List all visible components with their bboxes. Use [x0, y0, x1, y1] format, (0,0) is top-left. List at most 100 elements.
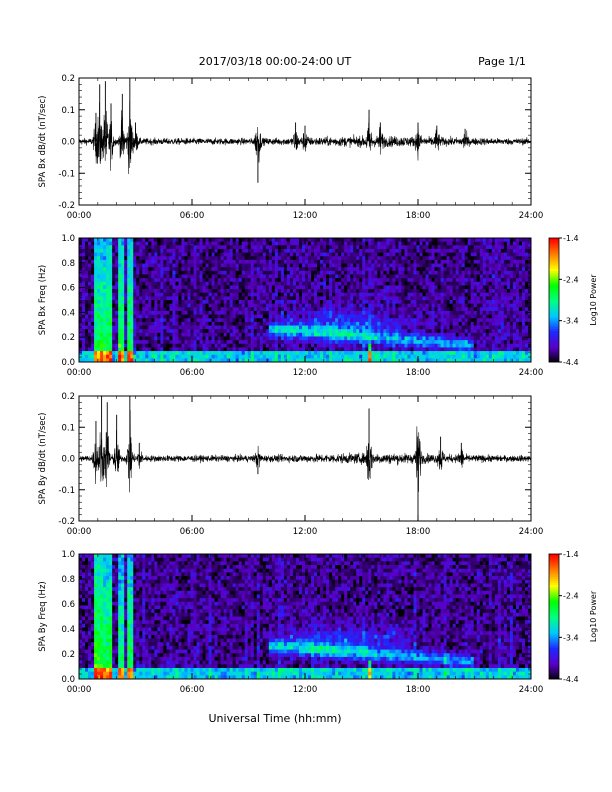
spectrogram-cell	[106, 336, 110, 341]
spectrogram-cell	[196, 351, 200, 356]
spectrogram-cell	[308, 267, 312, 272]
spectrogram-cell	[467, 300, 472, 305]
spectrogram-cell	[323, 292, 327, 297]
spectrogram-cell	[142, 289, 146, 294]
spectrogram-cell	[175, 245, 179, 250]
spectrogram-cell	[100, 263, 104, 268]
spectrogram-cell	[443, 314, 448, 319]
spectrogram-cell	[145, 343, 149, 348]
spectrogram-cell	[250, 270, 255, 275]
spectrogram-cell	[326, 358, 330, 363]
spectrogram-cell	[422, 340, 426, 345]
spectrogram-cell	[220, 274, 225, 279]
spectrogram-cell	[332, 332, 336, 337]
spectrogram-cell	[443, 263, 448, 268]
spectrogram-cell	[181, 259, 185, 264]
spectrogram-cell	[368, 310, 372, 315]
spectrogram-cell	[488, 259, 493, 264]
spectrogram-cell	[413, 358, 417, 363]
spectrogram-cell	[160, 340, 164, 345]
spectrogram-cell	[422, 245, 426, 250]
spectrogram-cell	[476, 307, 481, 312]
spectrogram-cell	[112, 332, 116, 337]
spectrogram-cell	[305, 248, 309, 253]
spectrogram-cell	[392, 325, 396, 330]
spectrogram-cell	[305, 318, 309, 323]
spectrogram-cell	[443, 285, 448, 290]
spectrogram-cell	[374, 252, 378, 257]
spectrogram-cell	[247, 256, 252, 261]
spectrogram-cell	[235, 340, 240, 345]
spectrogram-cell	[148, 238, 152, 243]
spectrogram-cell	[217, 292, 222, 297]
spectrogram-cell	[280, 310, 285, 315]
spectrogram-cell	[434, 340, 438, 345]
spectrogram-cell	[250, 318, 255, 323]
spectrogram-cell	[461, 307, 466, 312]
spectrogram-cell	[323, 340, 327, 345]
spectrogram-cell	[103, 292, 107, 297]
spectrogram-cell	[247, 340, 252, 345]
spectrogram-cell	[386, 358, 390, 363]
spectrogram-cell	[410, 259, 414, 264]
spectrogram-cell	[464, 336, 469, 341]
spectrogram-cell	[265, 274, 270, 279]
spectrogram-cell	[85, 248, 89, 253]
spectrogram-cell	[365, 325, 369, 330]
spectrogram-cell	[431, 241, 435, 246]
spectrogram-cell	[250, 354, 255, 359]
spectrogram-cell	[314, 292, 318, 297]
spectrogram-cell	[193, 238, 197, 243]
spectrogram-cell	[244, 292, 249, 297]
spectrogram-cell	[389, 289, 393, 294]
spectrogram-cell	[205, 307, 209, 312]
spectrogram-cell	[434, 296, 438, 301]
spectrogram-cell	[389, 241, 393, 246]
spectrogram-cell	[338, 259, 342, 264]
spectrogram-cell	[244, 343, 249, 348]
spectrogram-cell	[112, 289, 116, 294]
spectrogram-cell	[359, 310, 363, 315]
spectrogram-cell	[362, 303, 366, 308]
spectrogram-cell	[163, 336, 167, 341]
spectrogram-cell	[455, 314, 460, 319]
spectrogram-cell	[398, 321, 402, 326]
spectrogram-cell	[395, 252, 399, 257]
spectrogram-cell	[91, 358, 95, 363]
spectrogram-cell	[250, 336, 255, 341]
spectrogram-cell	[136, 248, 140, 253]
spectrogram-cell	[497, 267, 502, 272]
spectrogram-cell	[250, 245, 255, 250]
spectrogram-cell	[338, 325, 342, 330]
spectrogram-cell	[329, 329, 333, 334]
spectrogram-cell	[106, 310, 110, 315]
spectrogram-cell	[94, 256, 98, 261]
spectrogram-cell	[395, 241, 399, 246]
spectrogram-cell	[217, 289, 222, 294]
spectrogram-cell	[172, 281, 176, 286]
spectrogram-cell	[256, 267, 261, 272]
spectrogram-cell	[365, 285, 369, 290]
spectrogram-cell	[109, 252, 113, 257]
spectrogram-cell	[79, 307, 83, 312]
spectrogram-cell	[446, 336, 451, 341]
spectrogram-cell	[292, 340, 297, 345]
spectrogram-cell	[289, 340, 294, 345]
spectrogram-cell	[398, 245, 402, 250]
spectrogram-cell	[500, 274, 505, 279]
spectrogram-cell	[154, 314, 158, 319]
spectrogram-cell	[157, 274, 161, 279]
spectrogram-cell	[295, 263, 300, 268]
spectrogram-cell	[416, 303, 420, 308]
spectrogram-cell	[151, 332, 155, 337]
spectrogram-cell	[247, 248, 252, 253]
spectrogram-cell	[259, 347, 264, 352]
spectrogram-cell	[452, 274, 457, 279]
spectrogram-cell	[184, 278, 188, 283]
spectrogram-cell	[271, 292, 276, 297]
spectrogram-cell	[392, 238, 396, 243]
spectrogram-cell	[139, 358, 143, 363]
spectrogram-cell	[208, 281, 212, 286]
spectrogram-cell	[256, 321, 261, 326]
spectrogram-cell	[253, 281, 258, 286]
